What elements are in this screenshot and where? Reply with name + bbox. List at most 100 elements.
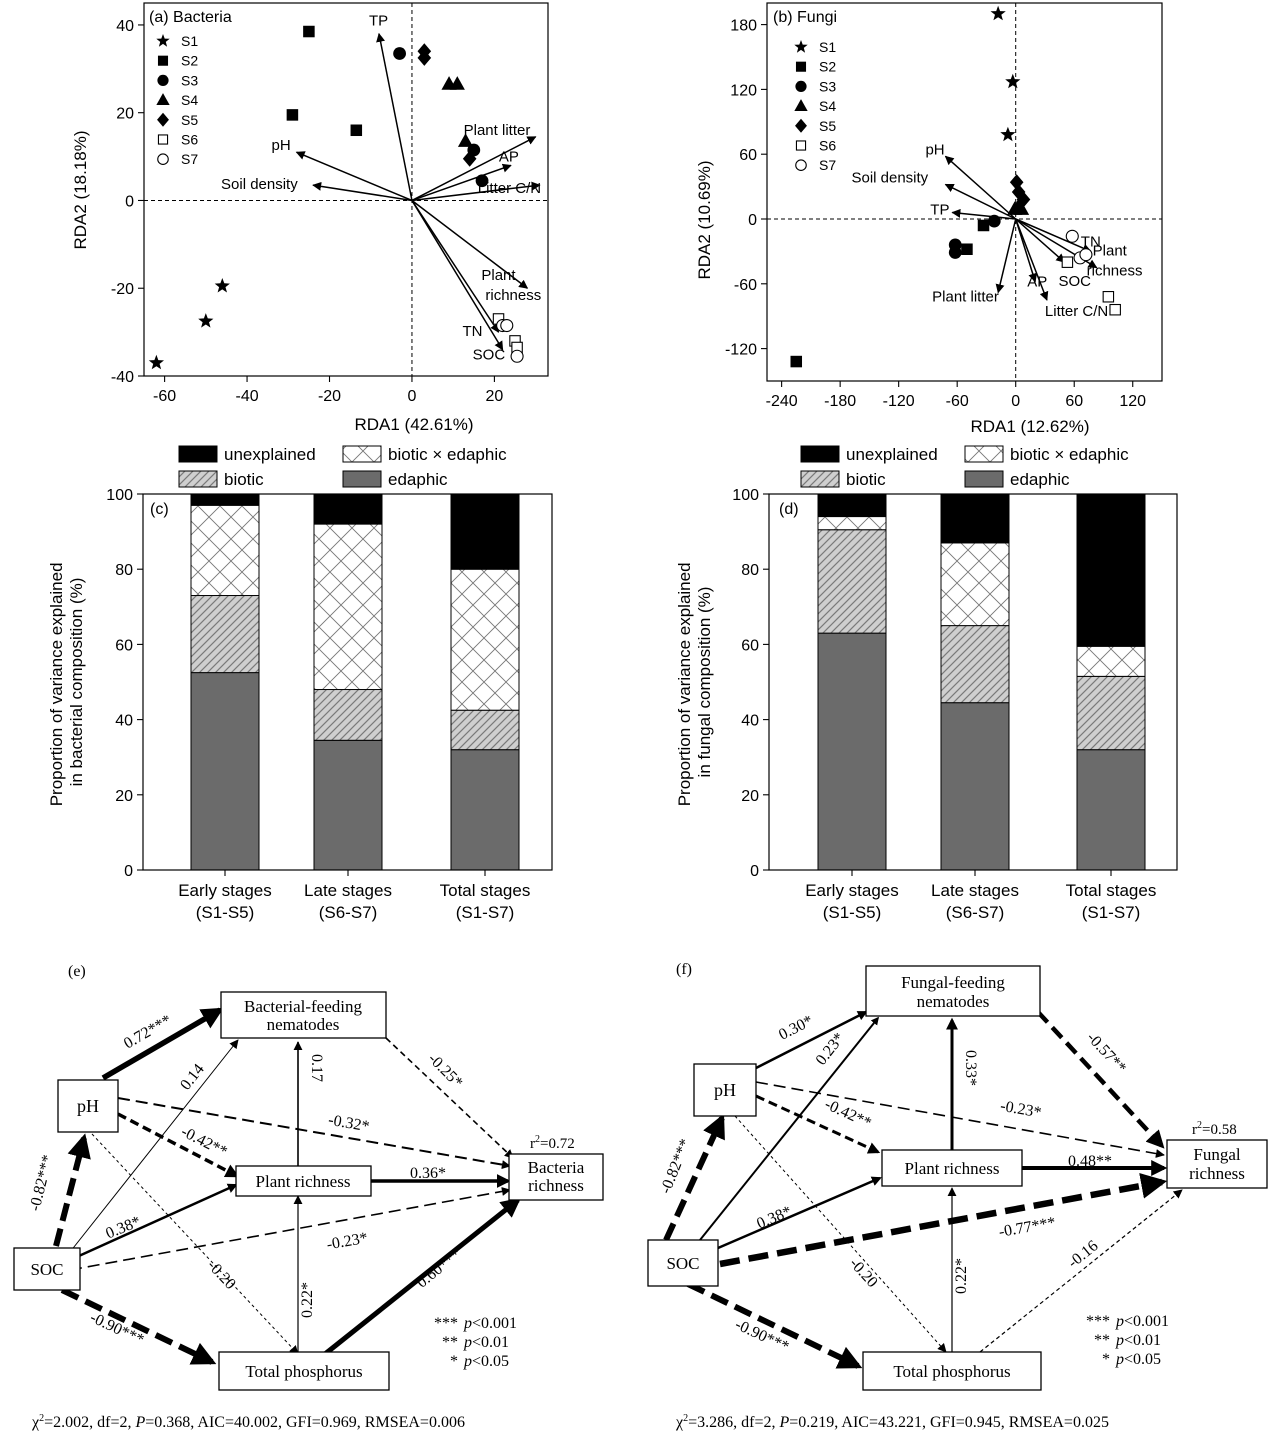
sig-legend-row: *** p<0.001: [434, 1315, 517, 1332]
significance-legend: *** p<0.001 ** p<0.01 * p<0.05: [1086, 1313, 1169, 1368]
legend-label-s6: S6: [181, 132, 198, 148]
vector-label-soil-density: Soil density: [851, 169, 928, 186]
category-label-late-stages-s6-s7: Late stages (S6-S7): [931, 881, 1019, 922]
legend-marker-s7: [157, 153, 169, 165]
y-axis-label: RDA2 (10.69%): [695, 160, 714, 279]
bar-late-stages-s6-s7-biotic: [940, 625, 1010, 704]
coef-soc-plant: 0.38*: [103, 1213, 143, 1242]
sig-legend-row: * p<0.05: [1102, 1351, 1161, 1368]
node-bacterial-feeding-nematodes: Bacterial-feeding nematodes: [220, 991, 387, 1039]
legend-label-biotic: biotic: [224, 470, 264, 489]
y-axis-label: Proportion of variance explained in bact…: [47, 558, 86, 807]
path-ph-bfn: [101, 1007, 224, 1081]
coef-tp-fung: -0.16: [1065, 1237, 1102, 1271]
vector-label-soil-density: Soil density: [221, 176, 298, 193]
vector-label-plant-richness: Plant richness: [1087, 243, 1143, 280]
legend-marker-s1: [156, 34, 170, 47]
bar-early-stages-s1-s5-biotic-edaphic: [190, 504, 260, 597]
path-ph-tp: [91, 1133, 299, 1355]
plot-frame: [768, 493, 1178, 871]
vector-tp: [951, 208, 1016, 220]
rda-fungi-plot: (b) Fungi -240 -180 -120 -60 0 60 120 -120 -60 0 6…: [695, 2, 1163, 436]
legend-swatch-edaphic: [964, 470, 1004, 488]
coef-plant-ffn: 0.33*: [962, 1050, 979, 1086]
vector-label-tp: TP: [369, 13, 388, 30]
coef-ph-bact: -0.32*: [327, 1112, 371, 1136]
vector-ap: [411, 163, 512, 202]
svg-text:Fungal: Fungal: [1193, 1145, 1241, 1164]
category-label-total-stages-s1-s7: Total stages (S1-S7): [440, 881, 531, 922]
coef-ph-fung: -0.23*: [999, 1098, 1043, 1122]
coef-soc-fung: -0.77***: [998, 1214, 1057, 1241]
coef-ph-plant: -0.42**: [178, 1123, 230, 1161]
path-tp-bact: [323, 1197, 522, 1356]
bar-late-stages-s6-s7-unexplained: [940, 493, 1010, 544]
legend-label-s2: S2: [181, 53, 198, 69]
legend-marker-s7: [795, 159, 807, 171]
coef-soc-ph: -0.82***: [26, 1153, 56, 1213]
svg-text:pH: pH: [77, 1096, 99, 1116]
vector-plant-richness: [411, 199, 529, 289]
point-s1-2: [198, 313, 214, 328]
y-tick-label: 40: [116, 18, 134, 35]
bar-total-stages-s1-s7-biotic-edaphic: [1076, 645, 1146, 677]
y-tick-label: 40: [741, 713, 759, 730]
point-s3-1: [393, 47, 406, 60]
coef-soc-plant: 0.38*: [754, 1203, 794, 1233]
path-ph-ffn: [755, 1010, 868, 1070]
legend-label-s5: S5: [819, 118, 836, 134]
node-total-phosphorus: Total phosphorus: [862, 1351, 1042, 1391]
bar-late-stages-s6-s7-biotic: [313, 689, 383, 741]
point-s6-1: [1061, 256, 1074, 268]
variance-bacteria-plot: (c) 0 20 40 60 80 100 Early stages (S1-S5) Late …: [47, 487, 553, 922]
y-tick-label: 20: [115, 788, 133, 805]
plot-frame: [766, 2, 1163, 382]
y-tick-label: 20: [741, 788, 759, 805]
y-tick-label: 0: [750, 863, 759, 880]
path-ffn-fung: [1036, 1010, 1165, 1149]
bar-total-stages-s1-s7-edaphic: [1076, 749, 1146, 871]
sig-legend-row: *** p<0.001: [1086, 1313, 1169, 1330]
path-tp-fung: [979, 1189, 1183, 1353]
vector-tn: [1015, 218, 1092, 253]
coef-tp-plant: 0.22*: [953, 1258, 970, 1294]
legend-swatch-biotic-edaphic: [964, 445, 1004, 463]
vector-ph: [944, 155, 1017, 220]
y-tick-label: 60: [741, 637, 759, 654]
bar-total-stages-s1-s7-unexplained: [1076, 493, 1146, 647]
point-s2-2: [286, 109, 299, 121]
vector-tp: [376, 32, 413, 201]
vector-label-soc: SOC: [473, 347, 506, 364]
legend-swatch-biotic: [800, 470, 840, 488]
fit-statistics: χ2=3.286, df=2, P=0.219, AIC=43.221, GFI…: [675, 1413, 1109, 1431]
legend-marker-s5: [157, 112, 169, 127]
point-s2-3: [977, 219, 990, 232]
svg-text:nematodes: nematodes: [917, 992, 990, 1011]
vector-label-litter-c-n: Litter C/N: [1045, 303, 1108, 320]
bar-early-stages-s1-s5-biotic: [190, 595, 260, 674]
point-s7-1: [1065, 229, 1079, 243]
svg-text:Plant richness: Plant richness: [905, 1159, 1000, 1178]
path-ph-plant: [755, 1094, 881, 1154]
variance-fungi-plot: (d) 0 20 40 60 80 100 Early stages (S1-S5) Late …: [675, 487, 1178, 922]
x-tick-label: 20: [486, 388, 504, 405]
point-s2-1: [790, 355, 803, 368]
legend-label-unexplained: unexplained: [846, 445, 938, 464]
legend-marker-s2: [795, 61, 807, 72]
bar-early-stages-s1-s5-edaphic: [817, 632, 887, 871]
legend-d: unexplained biotic × edaphic biotic edaphic: [800, 445, 1129, 489]
coef-ph-bfn: 0.72***: [121, 1012, 175, 1053]
coef-soc-bfn: 0.14: [177, 1061, 208, 1094]
x-tick-label: -180: [824, 393, 856, 410]
x-axis-label: RDA1 (42.61%): [354, 415, 473, 434]
path-soc-fung: [719, 1173, 1168, 1268]
x-tick-label: -240: [766, 393, 798, 410]
category-label-early-stages-s1-s5: Early stages (S1-S5): [178, 881, 272, 922]
point-s7-2: [500, 318, 514, 333]
sig-legend-row: ** p<0.01: [442, 1334, 509, 1351]
legend-marker-s4: [156, 93, 170, 105]
x-tick-label: 0: [408, 388, 417, 405]
panel-label-a: (a) Bacteria: [149, 9, 232, 26]
point-s5-2: [417, 49, 432, 66]
y-axis-label: Proportion of variance explained in fung…: [675, 558, 714, 807]
